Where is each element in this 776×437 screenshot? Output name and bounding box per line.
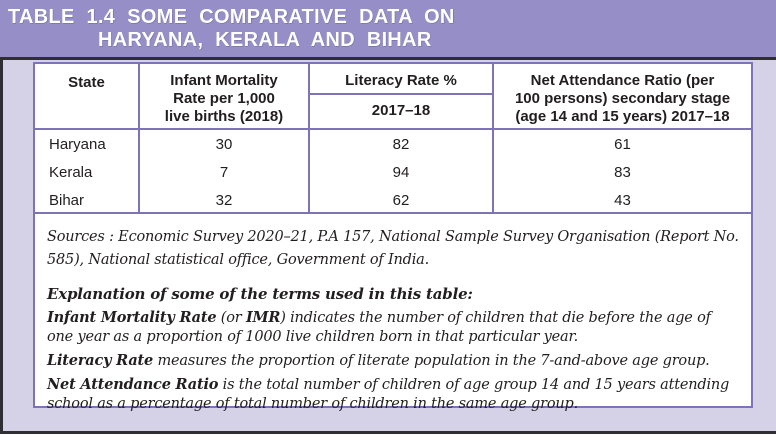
literacy-cell: 94 <box>392 164 410 181</box>
state-cell: Bihar <box>49 192 85 209</box>
literacy-cell: 82 <box>392 136 410 153</box>
column-header-literacy-period: 2017–18 <box>371 102 431 119</box>
imr-header-line1: Infant Mortality <box>170 72 278 89</box>
imr-header-line2: Rate per 1,000 <box>173 90 275 107</box>
nar-header-line1: Net Attendance Ratio (per <box>530 72 715 89</box>
imr-cell: 7 <box>219 164 229 181</box>
notes-section: Sources : Economic Survey 2020–21, P.A 1… <box>35 214 751 412</box>
imr-header-line3: live births (2018) <box>164 108 284 125</box>
table-title-line2: HARYANA, KERALA AND BIHAR <box>98 29 432 51</box>
table-number: TABLE 1.4 <box>8 6 116 28</box>
definition-net-attendance: Net Attendance Ratio is the total number… <box>47 375 739 414</box>
net-attendance-cell: 83 <box>614 164 631 181</box>
imr-cell: 30 <box>215 136 233 153</box>
literacy-cell: 62 <box>392 192 410 209</box>
explanation-heading: Explanation of some of the terms used in… <box>47 285 473 303</box>
table-title-band: TABLE 1.4 SOME COMPARATIVE DATA ON HARYAN… <box>0 0 776 57</box>
column-divider-2 <box>308 64 310 214</box>
column-divider-1 <box>138 64 140 214</box>
definition-imr: Infant Mortality Rate (or IMR) indicates… <box>47 308 739 347</box>
imr-cell: 32 <box>215 192 233 209</box>
term-net-attendance: Net Attendance Ratio <box>47 376 219 393</box>
definition-imr-text: ) indicates the number of children that … <box>47 310 711 345</box>
nar-header-line3: (age 14 and 15 years) 2017–18 <box>515 108 730 125</box>
column-header-imr: Infant Mortality Rate per 1,000 live bir… <box>140 72 308 126</box>
state-cell: Kerala <box>49 164 93 181</box>
definition-literacy: Literacy Rate measures the proportion of… <box>47 351 739 371</box>
state-cell: Haryana <box>49 136 106 153</box>
term-literacy: Literacy Rate <box>47 352 154 369</box>
net-attendance-cell: 43 <box>614 192 631 209</box>
term-imr-abbr: IMR <box>245 309 281 326</box>
sources-text: Sources : Economic Survey 2020–21, P.A 1… <box>47 229 739 268</box>
table-row-kerala: Kerala 7 94 83 <box>35 160 751 186</box>
table-bottom-divider <box>35 212 751 214</box>
column-divider-3 <box>492 64 494 214</box>
table-title-text: SOME COMPARATIVE DATA ON <box>127 6 455 28</box>
column-header-literacy: Literacy Rate % <box>345 72 457 89</box>
column-header-net-attendance: Net Attendance Ratio (per 100 persons) s… <box>494 72 751 126</box>
table-row-bihar: Bihar 32 62 43 <box>35 188 751 214</box>
table-title-line1: TABLE 1.4 SOME COMPARATIVE DATA ON <box>0 0 776 29</box>
table-box: State Infant Mortality Rate per 1,000 li… <box>33 62 753 412</box>
nar-header-line2: 100 persons) secondary stage <box>514 90 731 107</box>
table-row-haryana: Haryana 30 82 61 <box>35 132 751 158</box>
column-header-state: State <box>68 74 105 91</box>
term-imr: Infant Mortality Rate <box>47 309 217 326</box>
net-attendance-cell: 61 <box>614 136 631 153</box>
literacy-subheader-divider <box>308 93 494 95</box>
header-row-divider <box>35 128 751 130</box>
definition-literacy-text: measures the proportion of literate popu… <box>153 353 710 369</box>
definition-net-attendance-text: is the total number of children of age g… <box>47 377 730 412</box>
table-box-inner: State Infant Mortality Rate per 1,000 li… <box>35 64 751 412</box>
definition-imr-mid: (or <box>216 310 246 326</box>
